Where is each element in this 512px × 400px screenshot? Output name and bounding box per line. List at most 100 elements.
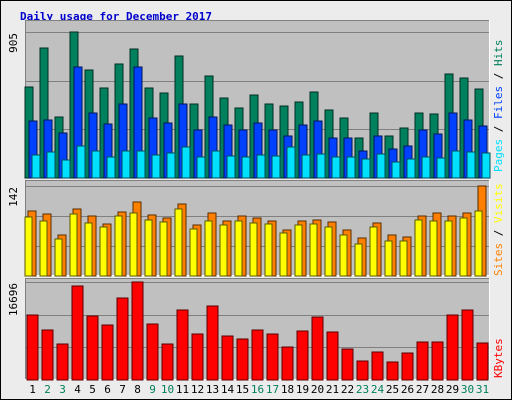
bar-visits-day-31 xyxy=(474,210,483,277)
x-tick-label-day-25: 25 xyxy=(386,383,399,396)
bar-kbytes-day-13 xyxy=(206,305,219,381)
bar-visits-day-26 xyxy=(399,240,408,277)
bar-pages-day-28 xyxy=(436,157,446,179)
x-tick-label-day-7: 7 xyxy=(119,383,126,396)
bar-pages-day-16 xyxy=(256,154,266,179)
legend-bottom: KBytes xyxy=(492,338,505,378)
bar-kbytes-day-8 xyxy=(131,281,144,381)
x-tick-label-day-22: 22 xyxy=(341,383,354,396)
bar-kbytes-day-19 xyxy=(296,330,309,381)
x-tick-label-day-1: 1 xyxy=(29,383,36,396)
bar-visits-day-11 xyxy=(174,208,183,277)
bar-kbytes-day-29 xyxy=(446,314,459,381)
legend-sep: / xyxy=(492,119,505,139)
bar-pages-day-22 xyxy=(346,156,356,179)
legend-sep: / xyxy=(492,66,505,86)
chart-legends: Pages / Files / Hits Sites / Visits KBytes xyxy=(492,40,505,379)
bar-visits-day-10 xyxy=(159,221,168,277)
bar-pages-day-27 xyxy=(421,156,431,179)
bar-visits-day-23 xyxy=(354,243,363,277)
bar-kbytes-day-25 xyxy=(386,361,399,381)
bar-kbytes-day-1 xyxy=(26,314,39,381)
bar-visits-day-21 xyxy=(324,226,333,277)
bar-kbytes-day-11 xyxy=(176,309,189,381)
bar-visits-day-13 xyxy=(204,220,213,277)
bar-pages-day-30 xyxy=(466,151,476,179)
bar-kbytes-day-30 xyxy=(461,309,474,381)
legend-pages: Pages xyxy=(492,139,505,172)
bar-pages-day-20 xyxy=(316,153,326,179)
legend-kbytes: KBytes xyxy=(492,338,505,378)
bar-kbytes-day-16 xyxy=(251,329,264,381)
bar-visits-day-3 xyxy=(54,238,63,277)
legend-hits: Hits xyxy=(492,40,505,67)
bar-kbytes-day-12 xyxy=(191,333,204,381)
bar-visits-day-7 xyxy=(114,215,123,277)
bar-pages-day-17 xyxy=(271,155,281,179)
x-tick-label-day-13: 13 xyxy=(206,383,219,396)
bar-visits-day-20 xyxy=(309,223,318,277)
bar-visits-day-15 xyxy=(234,220,243,277)
x-tick-label-day-4: 4 xyxy=(74,383,81,396)
bar-pages-day-14 xyxy=(226,155,236,179)
bar-kbytes-day-20 xyxy=(311,316,324,381)
x-tick-label-day-31: 31 xyxy=(476,383,489,396)
bar-visits-day-22 xyxy=(339,234,348,277)
bar-pages-day-3 xyxy=(61,159,71,179)
bar-kbytes-day-24 xyxy=(371,351,384,381)
bar-visits-day-16 xyxy=(249,222,258,277)
bar-pages-day-9 xyxy=(151,154,161,179)
x-tick-label-day-27: 27 xyxy=(416,383,429,396)
bar-pages-day-2 xyxy=(46,151,56,179)
bar-pages-day-10 xyxy=(166,152,176,179)
bar-visits-day-5 xyxy=(84,222,93,277)
legend-sep: / xyxy=(492,223,505,243)
bar-visits-day-24 xyxy=(369,226,378,277)
bar-visits-day-2 xyxy=(39,220,48,277)
bar-visits-day-27 xyxy=(414,219,423,277)
bar-kbytes-day-14 xyxy=(221,335,234,381)
x-tick-label-day-6: 6 xyxy=(104,383,111,396)
bar-kbytes-day-10 xyxy=(161,343,174,381)
bar-pages-day-13 xyxy=(211,150,221,179)
x-tick-label-day-5: 5 xyxy=(89,383,96,396)
bar-pages-day-25 xyxy=(391,161,401,179)
x-tick-label-day-24: 24 xyxy=(371,383,385,396)
bar-visits-day-30 xyxy=(459,217,468,277)
chart-title: Daily usage for December 2017 xyxy=(20,10,212,23)
bar-kbytes-day-31 xyxy=(476,342,489,381)
bar-kbytes-day-17 xyxy=(266,333,279,381)
bar-visits-day-17 xyxy=(264,223,273,277)
panel-sites-visits: 142 xyxy=(7,180,490,277)
y-axis-max-label: 905 xyxy=(7,33,20,53)
x-tick-label-day-19: 19 xyxy=(296,383,309,396)
legend-files: Files xyxy=(492,86,505,119)
bar-visits-day-9 xyxy=(144,219,153,277)
bar-pages-day-15 xyxy=(241,156,251,179)
bar-visits-day-1 xyxy=(24,216,33,277)
bar-visits-day-4 xyxy=(69,213,78,277)
legend-visits: Visits xyxy=(492,183,505,223)
x-tick-label-day-11: 11 xyxy=(176,383,189,396)
x-tick-label-day-30: 30 xyxy=(461,383,474,396)
bar-pages-day-29 xyxy=(451,150,461,179)
bar-visits-day-18 xyxy=(279,232,288,277)
bar-kbytes-day-4 xyxy=(71,285,84,381)
x-tick-label-day-18: 18 xyxy=(281,383,294,396)
bar-pages-day-4 xyxy=(76,145,86,179)
panel-kbytes: 16696 xyxy=(7,278,490,381)
bar-visits-day-12 xyxy=(189,228,198,277)
bar-visits-day-25 xyxy=(384,240,393,277)
bar-pages-day-26 xyxy=(406,158,416,179)
bar-kbytes-day-26 xyxy=(401,352,414,381)
bar-kbytes-day-9 xyxy=(146,323,159,381)
bar-visits-day-6 xyxy=(99,226,108,277)
y-axis-max-label: 142 xyxy=(7,187,20,207)
x-tick-label-day-12: 12 xyxy=(191,383,204,396)
bar-pages-day-5 xyxy=(91,150,101,179)
bar-pages-day-21 xyxy=(331,156,341,179)
bar-kbytes-day-5 xyxy=(86,315,99,381)
bar-visits-day-28 xyxy=(429,220,438,277)
x-tick-label-day-8: 8 xyxy=(134,383,141,396)
